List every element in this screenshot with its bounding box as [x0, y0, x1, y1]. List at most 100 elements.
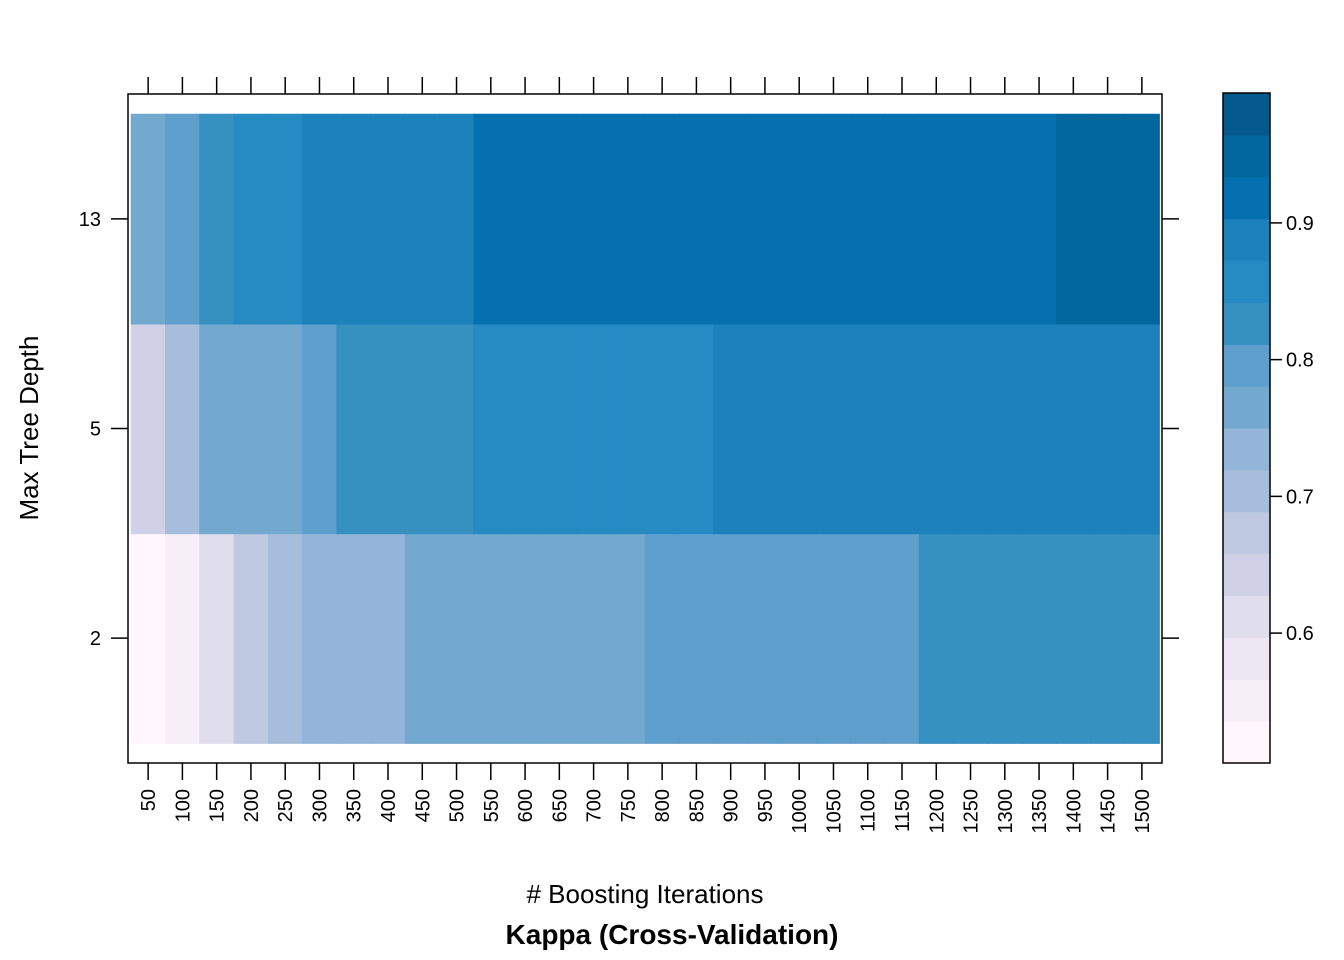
x-tick-label: 850: [686, 789, 708, 822]
heatmap-cell: [884, 113, 920, 325]
heatmap-cell: [747, 323, 783, 535]
x-tick-label: 50: [138, 789, 160, 811]
heatmap-cells: [130, 113, 1160, 744]
x-tick-label: 650: [549, 789, 571, 822]
heatmap-cell: [165, 533, 201, 744]
colorbar-swatch: [1222, 385, 1271, 429]
colorbar-swatch: [1222, 92, 1271, 136]
heatmap-cell: [507, 113, 544, 325]
colorbar-swatch: [1222, 218, 1271, 262]
colorbar-swatch: [1222, 260, 1271, 303]
heatmap-cell: [439, 113, 475, 325]
heatmap-cell: [233, 533, 269, 744]
heatmap-cell: [816, 323, 852, 535]
colorbar-swatch: [1222, 595, 1271, 638]
heatmap-cell: [918, 533, 955, 744]
heatmap-cell: [473, 323, 509, 535]
x-tick-label: 350: [344, 789, 366, 822]
heatmap-cell: [1124, 113, 1160, 325]
heatmap-cell: [370, 113, 406, 325]
heatmap-cell: [1055, 323, 1092, 535]
heatmap-cell: [199, 323, 235, 535]
heatmap-cell: [918, 113, 955, 325]
heatmap-cell: [267, 533, 304, 744]
x-tick-label: 500: [447, 789, 469, 822]
y-axis-label: Max Tree Depth: [14, 336, 44, 521]
heatmap-cell: [781, 533, 818, 744]
heatmap-cell: [644, 323, 681, 535]
heatmap-cell: [781, 113, 818, 325]
x-axis-ticks: 50 100 150 200 250 300 350 400 450 500 550 600 650 70…: [138, 77, 1154, 834]
heatmap-cell: [747, 533, 783, 744]
heatmap-cell: [302, 533, 338, 744]
heatmap-cell: [1021, 533, 1058, 744]
heatmap-cell: [610, 113, 646, 325]
y-tick-label: 5: [90, 419, 101, 441]
heatmap-cell: [370, 533, 406, 744]
heatmap-cell: [1021, 323, 1058, 535]
heatmap-cell: [644, 533, 681, 744]
heatmap-cell: [507, 323, 544, 535]
heatmap-cell: [130, 113, 167, 325]
heatmap-cell: [336, 113, 372, 325]
heatmap-cell: [165, 113, 201, 325]
colorbar-tick-label: 0.6: [1286, 623, 1314, 645]
x-tick-label: 1300: [995, 789, 1017, 834]
colorbar-swatch: [1222, 134, 1271, 178]
heatmap-cell: [987, 533, 1023, 744]
colorbar-tick-label: 0.8: [1286, 350, 1314, 372]
colorbar-swatch: [1222, 176, 1271, 220]
x-axis-label: # Boosting Iterations: [526, 879, 763, 909]
heatmap-cell: [541, 113, 578, 325]
y-axis-ticks: 2 5 13: [79, 209, 1179, 650]
heatmap-cell: [987, 323, 1023, 535]
heatmap-cell: [1090, 533, 1126, 744]
heatmap-cell: [576, 323, 612, 535]
colorbar-swatch: [1222, 344, 1271, 387]
colorbar-swatch: [1222, 427, 1271, 471]
heatmap-cell: [644, 113, 681, 325]
heatmap-cell: [576, 533, 612, 744]
heatmap-cell: [610, 533, 646, 744]
heatmap-cell: [953, 323, 989, 535]
x-tick-label: 1400: [1063, 789, 1085, 834]
x-tick-label: 300: [309, 789, 331, 822]
heatmap-cell: [850, 323, 886, 535]
colorbar-border: [1222, 92, 1271, 764]
heatmap-cell: [1124, 323, 1160, 535]
heatmap-cell: [1055, 113, 1092, 325]
heatmap-cell: [404, 533, 441, 744]
heatmap-cell: [816, 113, 852, 325]
x-tick-label: 250: [275, 789, 297, 822]
heatmap-cell: [165, 323, 201, 535]
x-tick-label: 950: [755, 789, 777, 822]
y-tick-label: 2: [90, 628, 101, 650]
colorbar-swatch: [1222, 553, 1271, 597]
x-tick-label: 600: [515, 789, 537, 822]
x-tick-label: 700: [584, 789, 606, 822]
heatmap-cell: [473, 113, 509, 325]
heatmap-cell: [1055, 533, 1092, 744]
colorbar-swatch: [1222, 302, 1271, 345]
heatmap-cell: [1090, 323, 1126, 535]
x-tick-label: 100: [172, 789, 194, 822]
heatmap-cell: [1021, 113, 1058, 325]
heatmap-cell: [130, 323, 167, 535]
heatmap-cell: [850, 113, 886, 325]
heatmap-cell: [679, 113, 715, 325]
x-tick-label: 1000: [789, 789, 811, 834]
heatmap-cell: [370, 323, 406, 535]
colorbar-tick-label: 0.7: [1286, 486, 1314, 508]
heatmap-cell: [1090, 113, 1126, 325]
colorbar-swatch: [1222, 720, 1271, 764]
x-tick-label: 400: [378, 789, 400, 822]
x-tick-label: 1150: [892, 789, 914, 832]
x-tick-label: 1500: [1132, 789, 1154, 834]
x-tick-label: 750: [618, 789, 640, 822]
heatmap-cell: [267, 323, 304, 535]
heatmap-cell: [130, 533, 167, 744]
heatmap-cell: [576, 113, 612, 325]
heatmap-cell: [610, 323, 646, 535]
colorbar-swatch: [1222, 679, 1271, 722]
